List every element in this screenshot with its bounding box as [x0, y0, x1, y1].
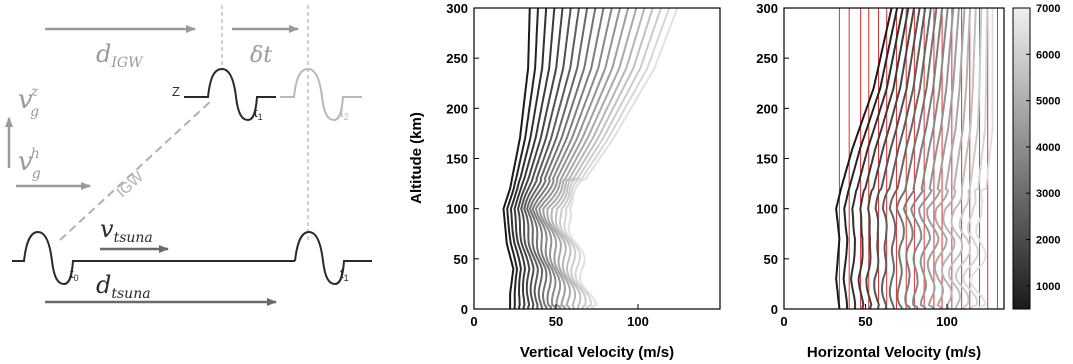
t2-label: t2 — [340, 105, 349, 122]
chart1-ticks: 0 50 100 0 50 100 150 200 250 300 — [446, 1, 649, 329]
chart1-ylabel: Altitude (km) — [408, 112, 425, 204]
x-tick-label: 100 — [936, 314, 958, 329]
colorbar-tick-label: 6000 — [1036, 49, 1060, 61]
horizontal-velocity-curve — [918, 8, 955, 310]
tsunami-wave-t1 — [294, 230, 372, 286]
vertical-velocity-curve — [531, 8, 605, 310]
vertical-velocity-curve — [567, 8, 679, 310]
vertical-velocity-curve — [528, 8, 597, 310]
colorbar-tick-label: 3000 — [1036, 188, 1060, 200]
igw-label: IGW — [113, 168, 147, 201]
igw-ray — [59, 99, 213, 241]
d-igw-label: dIGW — [96, 40, 144, 71]
tsunami-wave-t0 — [12, 230, 295, 286]
vertical-velocity-curve — [513, 8, 556, 309]
x-tick-label: 50 — [549, 314, 563, 329]
colorbar-tick-label: 4000 — [1036, 142, 1060, 154]
horizontal-velocity-curve — [910, 8, 949, 310]
upper-wave-dark — [184, 67, 276, 122]
colorbar-tick-label: 5000 — [1036, 96, 1060, 108]
y-tick-label: 100 — [756, 202, 778, 217]
upper-wave-light — [280, 67, 362, 122]
tsunami-igw-schematic: dIGW δt vz g vh g IGW Z t1 t2 t0 t1 vtsuna… — [4, 5, 372, 306]
y-tick-label: 300 — [446, 1, 468, 16]
vertical-velocity-curve — [538, 8, 621, 310]
vg-z-label: vz g — [18, 84, 39, 120]
d-tsuna-label: dtsuna — [96, 271, 151, 302]
chart2-xlabel: Horizontal Velocity (m/s) — [807, 344, 981, 361]
y-tick-label: 150 — [446, 152, 468, 167]
horizontal-velocity-curve — [895, 8, 938, 310]
chart2-ticks: 0 50 100 0 50 100 150 200 250 300 — [756, 1, 958, 329]
horizontal-velocity-curve — [865, 8, 915, 310]
horizontal-velocity-curve — [933, 8, 966, 310]
colorbar-tick-label: 7000 — [1036, 3, 1060, 15]
horizontal-velocity-curve — [902, 8, 944, 310]
colorbar-gradient — [1012, 7, 1031, 310]
vertical-velocity-curve — [542, 8, 630, 310]
horizontal-velocity-curve — [969, 8, 994, 310]
v-tsuna-label: vtsuna — [100, 215, 153, 246]
vertical-velocity-curve — [558, 8, 662, 310]
vertical-velocity-curve — [546, 8, 638, 310]
y-tick-label: 200 — [756, 101, 778, 116]
vertical-velocity-curve — [550, 8, 646, 310]
y-tick-label: 300 — [756, 1, 778, 16]
horizontal-velocity-curve — [873, 8, 921, 310]
vg-h-label: vh g — [18, 146, 41, 182]
chart1-frame — [473, 7, 721, 310]
horizontal-velocity-curve — [888, 8, 932, 310]
horizontal-velocity-curves — [835, 8, 994, 310]
horizontal-velocity-curve — [850, 8, 904, 310]
horizontal-velocity-curve — [955, 8, 983, 310]
y-tick-label: 0 — [771, 302, 778, 317]
y-tick-label: 150 — [756, 152, 778, 167]
vertical-velocity-curve — [554, 8, 654, 310]
horizontal-velocity-curve — [835, 8, 893, 310]
x-tick-label: 0 — [470, 314, 477, 329]
t1-top-label: t1 — [254, 105, 263, 122]
y-tick-label: 200 — [446, 101, 468, 116]
vertical-velocity-curve — [563, 8, 671, 310]
t0-label: t0 — [70, 266, 79, 283]
colorbar-tick-label: 2000 — [1036, 235, 1060, 247]
vertical-velocity-curve — [534, 8, 613, 310]
x-tick-label: 100 — [627, 314, 649, 329]
y-tick-label: 0 — [461, 302, 468, 317]
horizontal-velocity-curve — [926, 8, 960, 310]
horizontal-velocity-curve — [941, 8, 972, 310]
chart1-xlabel: Vertical Velocity (m/s) — [520, 344, 674, 361]
colorbar-tick-label: 1000 — [1036, 281, 1060, 293]
vertical-velocity-curve — [506, 8, 539, 309]
vertical-velocity-curves — [502, 8, 679, 310]
horizontal-velocity-chart: 0 50 100 0 50 100 150 200 250 300 Horizontal Velo… — [756, 1, 1005, 361]
vertical-velocity-curve — [502, 8, 531, 309]
z-label: Z — [172, 84, 180, 99]
vertical-velocity-curve — [523, 8, 580, 310]
t1-bottom-label: t1 — [340, 266, 349, 283]
x-tick-label: 50 — [858, 314, 872, 329]
horizontal-velocity-curve — [880, 8, 927, 310]
y-tick-label: 250 — [756, 51, 778, 66]
y-tick-label: 50 — [764, 252, 778, 267]
horizontal-velocity-curve — [961, 8, 988, 310]
colorbar-ticks: 1000 2000 3000 4000 5000 6000 7000 — [1026, 3, 1060, 293]
delta-t-label: δt — [250, 43, 272, 68]
y-tick-label: 50 — [454, 252, 468, 267]
horizontal-velocity-curve — [842, 8, 899, 310]
y-tick-label: 250 — [446, 51, 468, 66]
x-tick-label: 0 — [780, 314, 787, 329]
vertical-velocity-curve — [526, 8, 589, 310]
vertical-velocity-curve — [520, 8, 572, 310]
vertical-velocity-curve — [509, 8, 548, 310]
horizontal-velocity-curve — [857, 8, 910, 310]
horizontal-velocity-curve — [947, 8, 977, 310]
vertical-velocity-curve — [516, 8, 564, 310]
vertical-velocity-chart: 0 50 100 0 50 100 150 200 250 300 Vertical Veloci… — [408, 1, 721, 361]
colorbar: 1000 2000 3000 4000 5000 6000 7000 — [1012, 3, 1060, 310]
y-tick-label: 100 — [446, 202, 468, 217]
